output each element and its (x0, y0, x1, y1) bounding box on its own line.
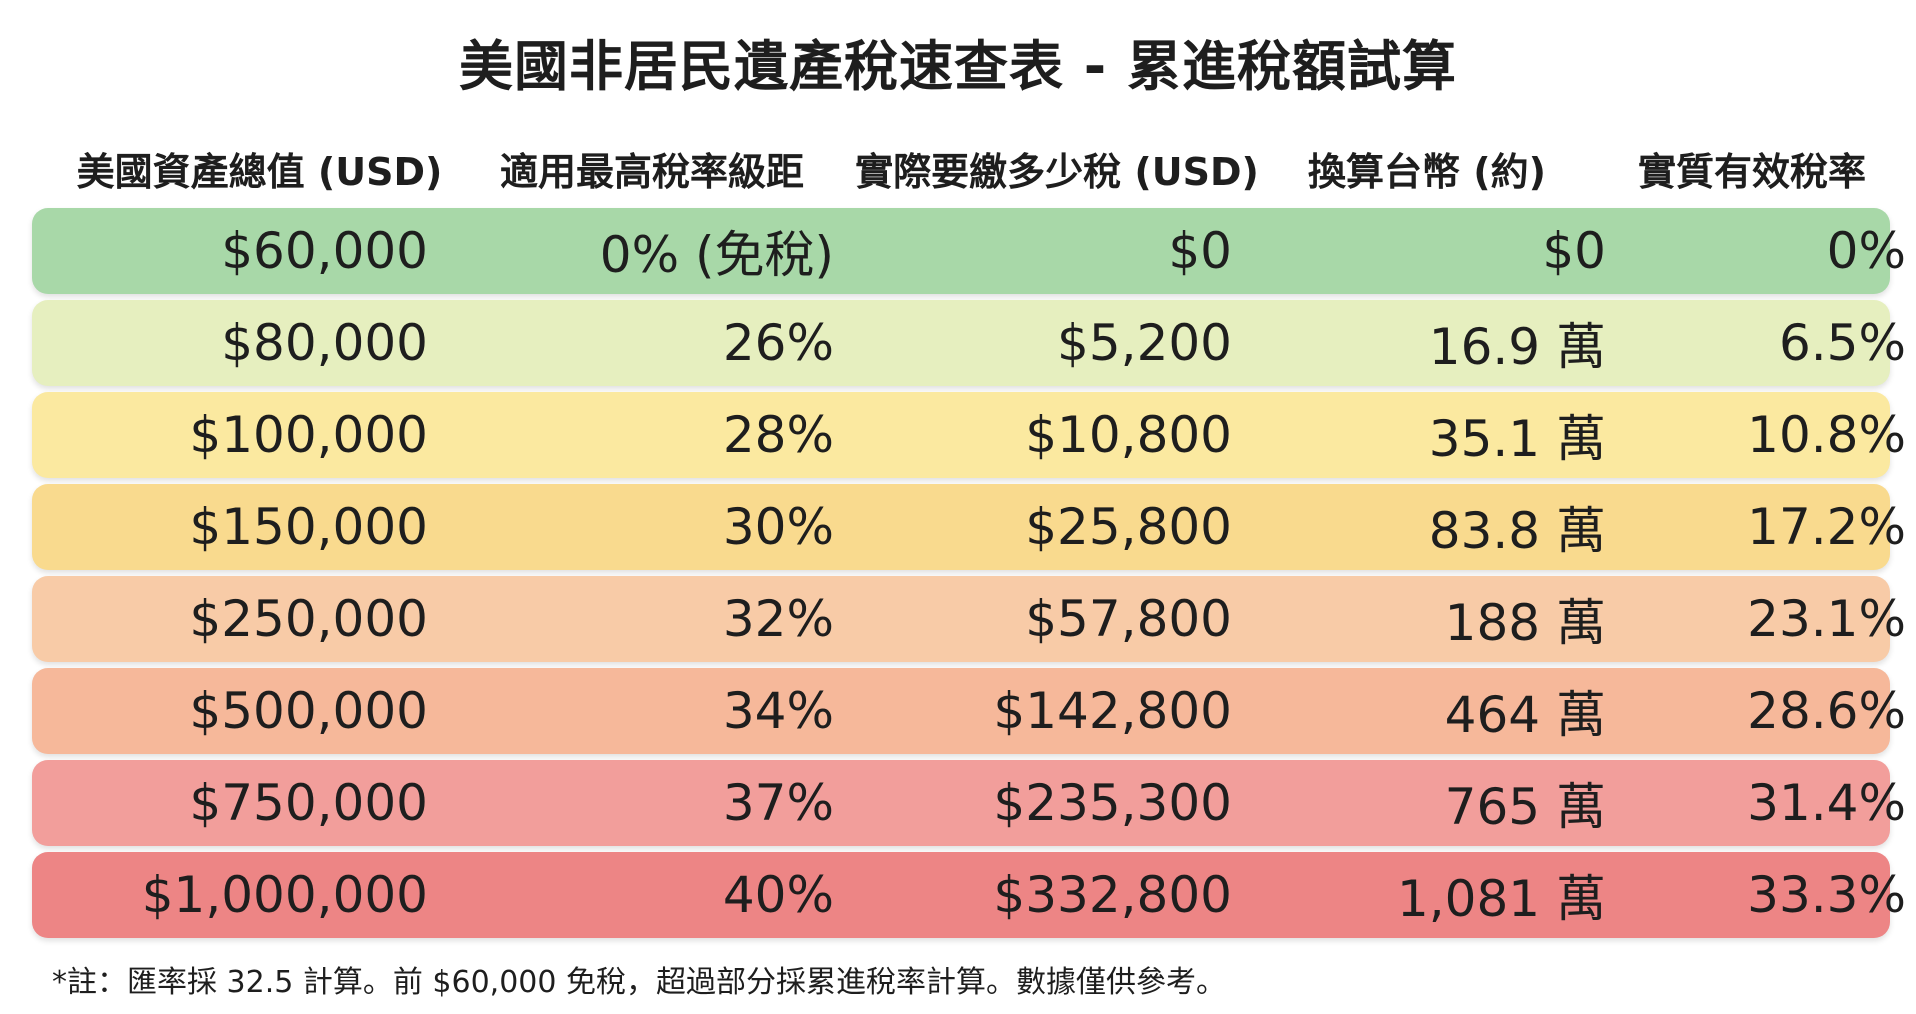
table-row: $100,000 28% $10,800 35.1 萬 10.8% (32, 392, 1906, 478)
cell-tax-usd: $57,800 (1025, 590, 1232, 648)
cell-tax-bracket: 37% (722, 774, 834, 832)
cell-tax-twd: 16.9 萬 (1428, 318, 1606, 376)
cell-effective-rate: 31.4% (1747, 774, 1906, 832)
cell-tax-usd: $10,800 (1025, 406, 1232, 464)
cell-tax-twd: 35.1 萬 (1428, 410, 1606, 468)
header-tax-bracket: 適用最高稅率級距 (499, 149, 804, 194)
cell-asset-value: $750,000 (189, 774, 428, 832)
cell-tax-bracket: 40% (722, 866, 834, 924)
cell-tax-usd: $332,800 (993, 866, 1232, 924)
cell-effective-rate: 6.5% (1778, 314, 1906, 372)
cell-effective-rate: 28.6% (1747, 682, 1906, 740)
header-effective-rate: 實質有效稅率 (1637, 149, 1866, 194)
table-row: $750,000 37% $235,300 765 萬 31.4% (32, 760, 1906, 846)
cell-asset-value: $250,000 (189, 590, 428, 648)
cell-effective-rate: 23.1% (1747, 590, 1906, 648)
cell-asset-value: $1,000,000 (141, 866, 428, 924)
table-row: $60,000 0% (免稅) $0 $0 0% (32, 208, 1906, 294)
table-row: $1,000,000 40% $332,800 1,081 萬 33.3% (32, 852, 1906, 938)
cell-tax-twd: 188 萬 (1444, 594, 1606, 652)
cell-asset-value: $60,000 (221, 222, 428, 280)
cell-tax-usd: $235,300 (993, 774, 1232, 832)
header-asset-value: 美國資產總值 (USD) (76, 149, 443, 194)
footnote: *註：匯率採 32.5 計算。前 $60,000 免稅，超過部分採累進稅率計算。… (52, 965, 1226, 1000)
page-title: 美國非居民遺產稅速查表 - 累進稅額試算 (458, 35, 1457, 98)
cell-tax-twd: 1,081 萬 (1396, 870, 1606, 928)
cell-tax-bracket: 0% (免稅) (599, 226, 834, 284)
cell-tax-bracket: 26% (722, 314, 834, 372)
table-body: $60,000 0% (免稅) $0 $0 0% $80,000 26% $5,… (32, 208, 1906, 944)
table-row: $150,000 30% $25,800 83.8 萬 17.2% (32, 484, 1906, 570)
cell-tax-usd: $142,800 (993, 682, 1232, 740)
cell-tax-twd: 765 萬 (1444, 778, 1606, 836)
cell-asset-value: $500,000 (189, 682, 428, 740)
cell-tax-bracket: 34% (722, 682, 834, 740)
cell-asset-value: $100,000 (189, 406, 428, 464)
cell-tax-usd: $0 (1168, 222, 1232, 280)
table-row: $80,000 26% $5,200 16.9 萬 6.5% (32, 300, 1906, 386)
cell-tax-usd: $25,800 (1025, 498, 1232, 556)
cell-effective-rate: 0% (1826, 222, 1906, 280)
cell-tax-bracket: 28% (722, 406, 834, 464)
cell-effective-rate: 33.3% (1747, 866, 1906, 924)
cell-tax-bracket: 30% (722, 498, 834, 556)
header-tax-twd: 換算台幣 (約) (1308, 149, 1546, 194)
cell-effective-rate: 10.8% (1747, 406, 1906, 464)
table-row: $250,000 32% $57,800 188 萬 23.1% (32, 576, 1906, 662)
cell-asset-value: $150,000 (189, 498, 428, 556)
cell-tax-twd: $0 (1542, 222, 1606, 280)
header-tax-usd: 實際要繳多少稅 (USD) (855, 149, 1259, 194)
cell-tax-twd: 83.8 萬 (1428, 502, 1606, 560)
cell-effective-rate: 17.2% (1747, 498, 1906, 556)
table-header: 美國資產總值 (USD) 適用最高稅率級距 實際要繳多少稅 (USD) 換算台幣… (32, 128, 1890, 208)
cell-tax-usd: $5,200 (1057, 314, 1232, 372)
cell-tax-bracket: 32% (722, 590, 834, 648)
cell-asset-value: $80,000 (221, 314, 428, 372)
cell-tax-twd: 464 萬 (1444, 686, 1606, 744)
table-row: $500,000 34% $142,800 464 萬 28.6% (32, 668, 1906, 754)
